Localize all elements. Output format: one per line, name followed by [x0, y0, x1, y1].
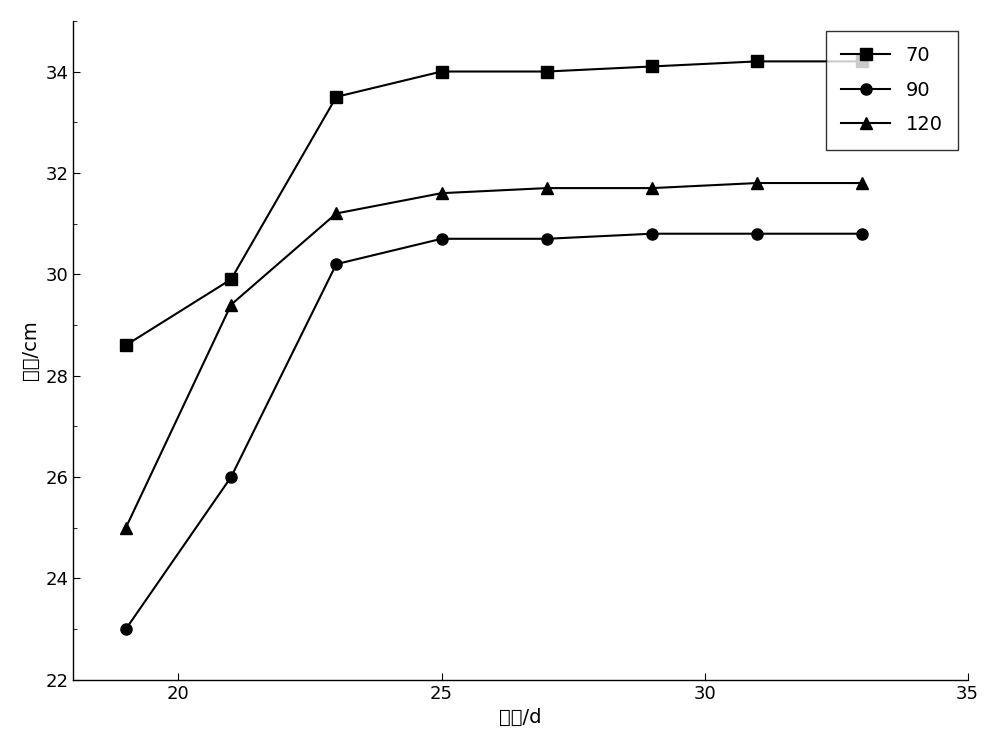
120: [225, 300, 237, 309]
70: [856, 57, 868, 66]
90: [120, 625, 132, 634]
120: [436, 188, 448, 197]
120: [856, 179, 868, 188]
120: [330, 209, 342, 218]
90: [646, 229, 658, 238]
Line: 90: 90: [120, 228, 868, 634]
120: [541, 183, 553, 192]
90: [856, 229, 868, 238]
120: [120, 523, 132, 532]
70: [436, 67, 448, 76]
Y-axis label: 株高/cm: 株高/cm: [21, 320, 40, 380]
90: [751, 229, 763, 238]
90: [225, 473, 237, 482]
70: [646, 62, 658, 71]
Line: 120: 120: [120, 177, 868, 533]
70: [225, 275, 237, 283]
120: [751, 179, 763, 188]
70: [120, 341, 132, 350]
Legend: 70, 90, 120: 70, 90, 120: [826, 31, 958, 150]
120: [646, 183, 658, 192]
90: [330, 260, 342, 269]
X-axis label: 天数/d: 天数/d: [499, 708, 542, 727]
90: [541, 234, 553, 243]
90: [436, 234, 448, 243]
70: [541, 67, 553, 76]
Line: 70: 70: [120, 56, 868, 351]
70: [330, 92, 342, 101]
70: [751, 57, 763, 66]
